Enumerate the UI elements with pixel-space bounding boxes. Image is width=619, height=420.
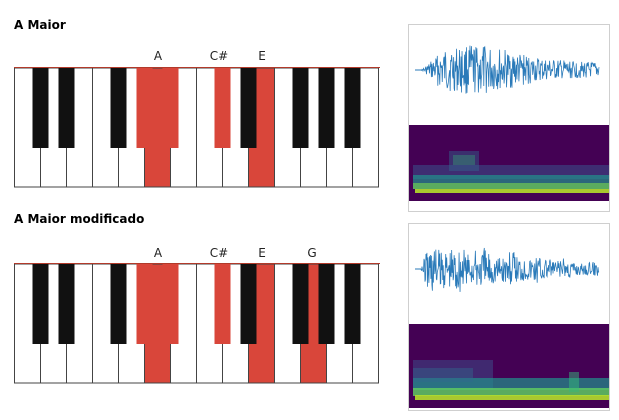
- waveform-signal: [420, 247, 600, 292]
- black-key: [344, 68, 361, 148]
- section-title-a-major: A Maior: [14, 18, 66, 32]
- spectrogram-plot: [409, 125, 609, 201]
- black-key: [162, 68, 179, 148]
- audio-panel-a-major: [408, 24, 610, 212]
- piano-keyboard-a-major-modified: [14, 263, 380, 384]
- black-key: [292, 68, 309, 148]
- black-key: [318, 68, 335, 148]
- note-label-a: A: [153, 49, 163, 63]
- note-label-g: G: [307, 246, 317, 260]
- black-key: [32, 68, 49, 148]
- black-key: [240, 68, 257, 148]
- black-key: [344, 264, 361, 344]
- spectrogram-band: [415, 395, 609, 400]
- spectrogram-band: [569, 372, 579, 392]
- spectrogram-band: [413, 368, 473, 382]
- waveform-signal: [420, 45, 600, 94]
- black-key: [136, 264, 153, 344]
- spectrogram-plot: [409, 324, 609, 408]
- spectrogram-band: [453, 155, 475, 165]
- black-key: [110, 264, 127, 344]
- spectrogram-band: [413, 378, 609, 390]
- spectrogram-band: [413, 183, 609, 189]
- black-key: [214, 68, 231, 148]
- black-key: [214, 264, 231, 344]
- waveform-plot: [415, 45, 600, 94]
- black-key: [162, 264, 179, 344]
- black-key: [136, 68, 153, 148]
- black-key: [32, 264, 49, 344]
- spectrogram-band: [415, 189, 609, 193]
- black-key: [58, 68, 75, 148]
- spectrogram-band: [449, 151, 479, 171]
- black-key: [240, 264, 257, 344]
- spectrogram-band: [413, 175, 609, 183]
- black-key: [58, 264, 75, 344]
- note-label-e: E: [258, 246, 266, 260]
- piano-keyboard-a-major: [14, 67, 380, 188]
- black-key: [110, 68, 127, 148]
- spectrogram-band: [413, 388, 609, 396]
- waveform-plot: [415, 247, 600, 292]
- audio-panel-a-major-modified: [408, 223, 610, 411]
- note-label-c-sharp: C#: [209, 246, 229, 260]
- black-key: [318, 264, 335, 344]
- note-label-e: E: [258, 49, 266, 63]
- note-label-a: A: [153, 246, 163, 260]
- black-key: [292, 264, 309, 344]
- section-title-a-major-modified: A Maior modificado: [14, 212, 145, 226]
- note-label-c-sharp: C#: [209, 49, 229, 63]
